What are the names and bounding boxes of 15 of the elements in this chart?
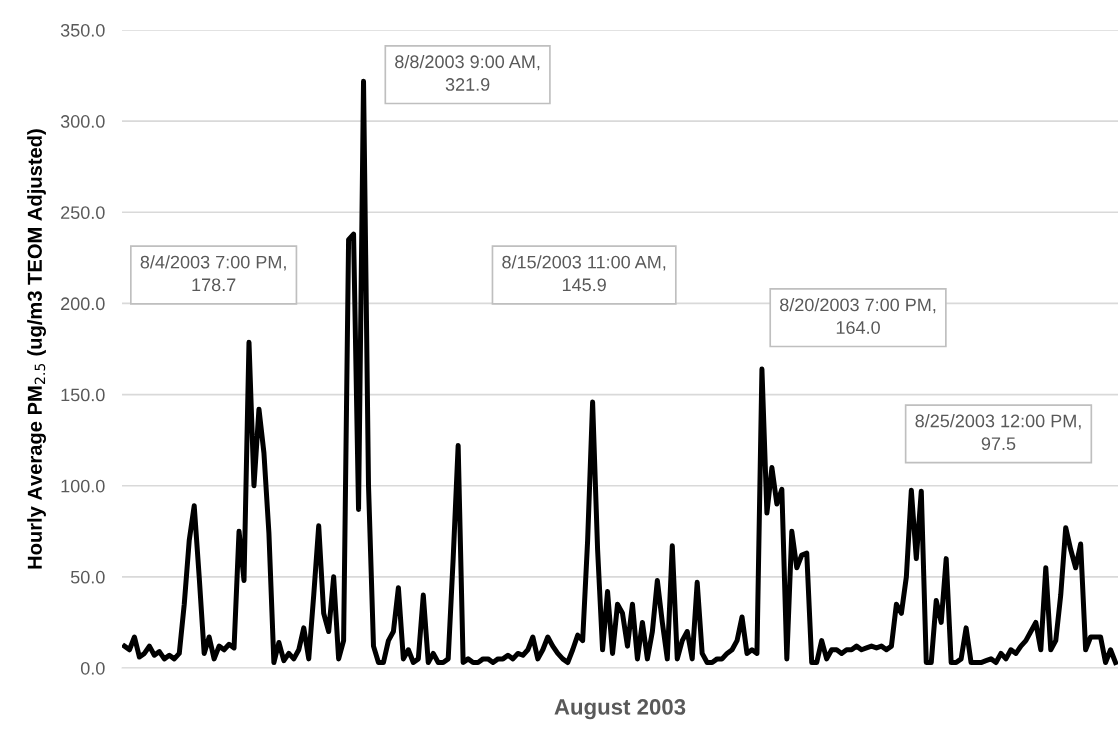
annotation: 8/15/2003 11:00 AM, 145.9 xyxy=(502,255,666,292)
annotation: 8/25/2003 12:00 PM, 97.5 xyxy=(915,414,1081,451)
y-tick-label: 300.0 xyxy=(60,115,105,128)
annotation: 8/8/2003 9:00 AM, 321.9 xyxy=(395,54,540,91)
y-tick-label: 200.0 xyxy=(61,297,105,311)
x-axis-title: August 2003 xyxy=(554,699,686,720)
y-tick-label: 50.0 xyxy=(70,570,105,584)
y-tick-label: 100.0 xyxy=(61,479,105,493)
y-tick-label: 0.0 xyxy=(80,661,105,675)
annotation: 8/4/2003 7:00 PM, 178.7 xyxy=(140,255,286,292)
y-tick-label: 250.0 xyxy=(61,206,105,220)
y-axis-title: Hourly Average PM$_{2.5}$ (ug/m3 TEOM Adjusted) xyxy=(27,129,46,569)
y-tick-label: 350.0 xyxy=(60,23,105,37)
y-tick-label: 150.0 xyxy=(61,388,105,402)
annotation: 8/20/2003 7:00 PM, 164.0 xyxy=(780,297,936,334)
